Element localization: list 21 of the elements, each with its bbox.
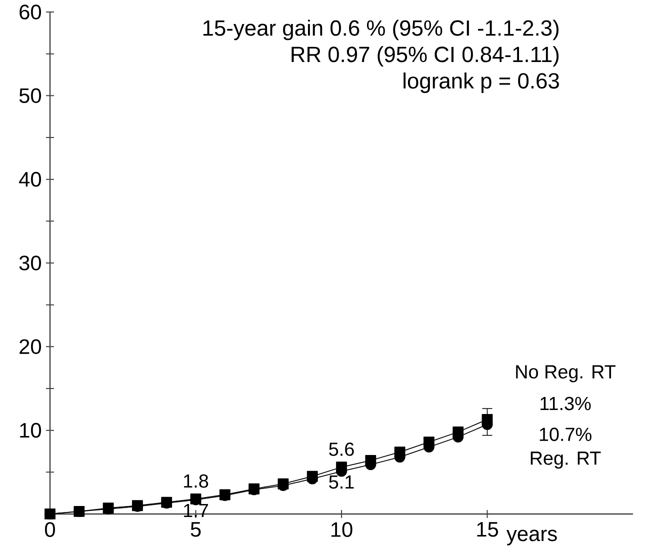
annotation: 11.3%: [540, 396, 591, 410]
y-tick-label: 60: [20, 4, 42, 20]
annotation: 5.6: [329, 442, 354, 456]
text: No Reg. RT: [516, 365, 616, 382]
annotation: RR 0.97 (95% CI 0.84-1.11): [292, 46, 559, 67]
x-tick-label: 15: [477, 522, 498, 537]
x-tick-label: 5: [190, 522, 201, 537]
y-tick-label: 20: [20, 339, 42, 354]
y-tick-label: 50: [19, 88, 42, 104]
annotation: logrank p = 0.63: [404, 72, 559, 93]
x-tick-label: 0: [45, 522, 56, 537]
annotation: 5.1: [329, 476, 354, 489]
y-tick-label: 10: [20, 422, 42, 438]
text: Reg. RT: [530, 452, 601, 469]
annotation: 10.7%: [540, 428, 592, 442]
x-tick-label: 10: [331, 522, 352, 537]
y-tick-label: 40: [19, 172, 42, 187]
annotation: 15-year gain 0.6 % (95% CI -1.1-2.3): [203, 20, 558, 40]
x-axis-title: years: [506, 530, 557, 546]
annotation: 1.8: [184, 474, 208, 488]
y-tick-label: 30: [19, 256, 42, 270]
